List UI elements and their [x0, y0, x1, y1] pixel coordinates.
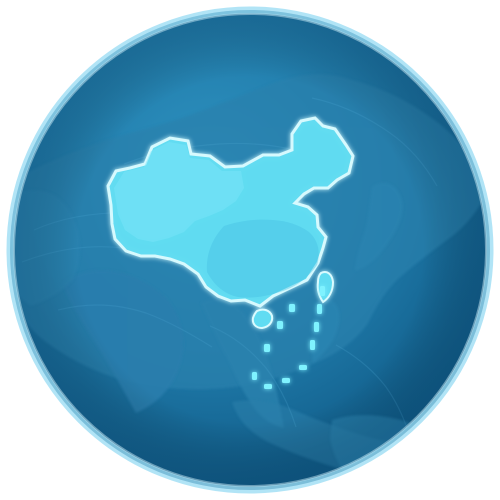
- globe-inner-rim: [13, 13, 487, 487]
- globe-rim: [6, 6, 494, 494]
- globe-shade: [10, 10, 490, 490]
